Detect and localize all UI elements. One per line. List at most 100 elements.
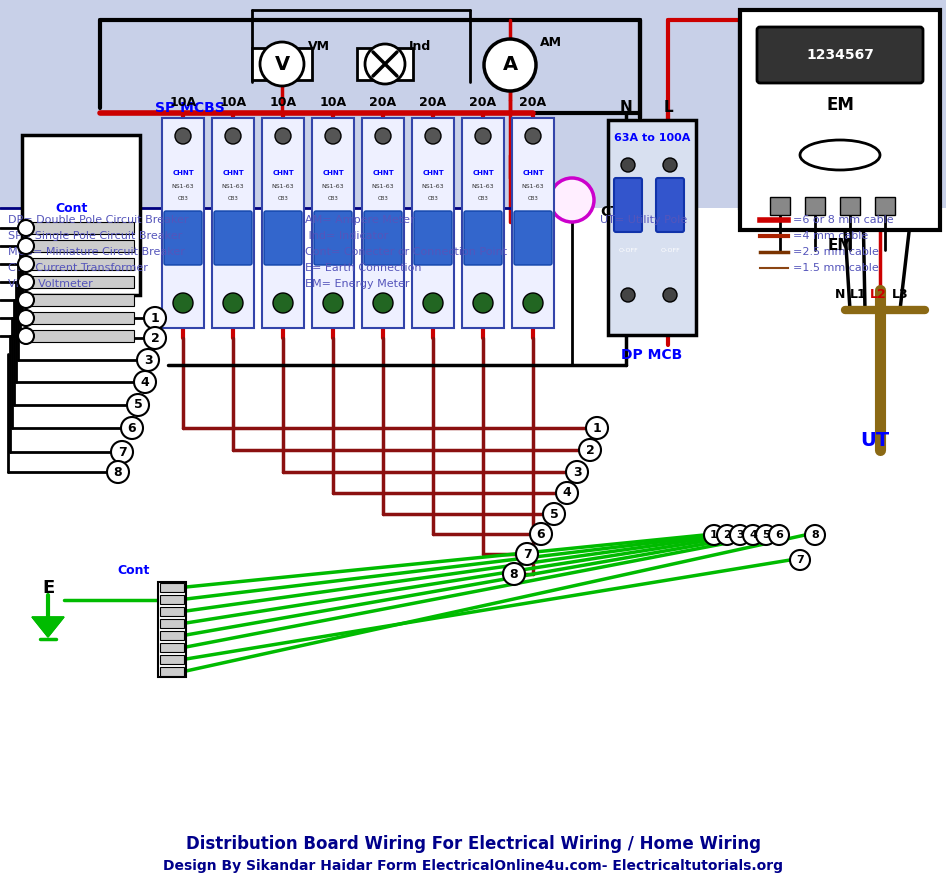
Text: 8: 8 [510, 568, 518, 580]
Text: V: V [274, 55, 289, 73]
Text: 5: 5 [550, 508, 558, 520]
Circle shape [18, 328, 34, 344]
Text: 1: 1 [710, 530, 718, 540]
Bar [212, 118, 254, 328]
Bar [28, 330, 134, 342]
Bar [28, 258, 134, 270]
Text: 20A: 20A [370, 97, 396, 109]
Circle shape [373, 293, 393, 313]
Text: CB3: CB3 [528, 196, 538, 200]
Bar [412, 118, 454, 328]
Circle shape [275, 128, 291, 144]
Polygon shape [32, 617, 64, 637]
Circle shape [566, 461, 588, 483]
Circle shape [18, 238, 34, 254]
Bar [462, 118, 504, 328]
Text: NS1-63: NS1-63 [322, 183, 344, 189]
Bar [160, 667, 184, 676]
Circle shape [663, 288, 677, 302]
Text: N: N [834, 289, 845, 301]
Bar [262, 118, 304, 328]
Circle shape [323, 293, 343, 313]
Text: CB3: CB3 [277, 196, 289, 200]
Text: 4: 4 [141, 375, 149, 389]
Circle shape [18, 274, 34, 290]
Bar [740, 10, 940, 230]
Circle shape [530, 523, 552, 545]
Bar [160, 643, 184, 652]
Circle shape [704, 525, 724, 545]
Circle shape [621, 288, 635, 302]
Text: CHNT: CHNT [522, 170, 544, 176]
Text: L3: L3 [892, 289, 908, 301]
Text: CT= Current Transformer: CT= Current Transformer [8, 263, 148, 273]
Bar [840, 197, 860, 215]
Circle shape [579, 439, 601, 461]
Text: 4: 4 [749, 530, 757, 540]
Text: CHNT: CHNT [222, 170, 244, 176]
Circle shape [107, 461, 129, 483]
Circle shape [365, 44, 405, 84]
FancyBboxPatch shape [614, 178, 642, 232]
Circle shape [144, 327, 166, 349]
Text: NS1-63: NS1-63 [521, 183, 544, 189]
Circle shape [503, 563, 525, 585]
Text: 6: 6 [536, 527, 545, 541]
Circle shape [260, 42, 304, 86]
Bar [608, 120, 696, 335]
Bar [160, 631, 184, 640]
Circle shape [18, 220, 34, 236]
Circle shape [525, 128, 541, 144]
Text: 2: 2 [586, 443, 594, 457]
Text: 7: 7 [522, 547, 532, 561]
Text: MCB= Miniature Circuit Breaker: MCB= Miniature Circuit Breaker [8, 247, 184, 257]
Text: SP MCBS: SP MCBS [155, 101, 225, 115]
Text: AM= Ampere Meter: AM= Ampere Meter [305, 215, 414, 225]
Text: 10A: 10A [270, 97, 296, 109]
Bar [22, 135, 140, 295]
Text: NS1-63: NS1-63 [221, 183, 244, 189]
Circle shape [805, 525, 825, 545]
Polygon shape [32, 617, 64, 637]
FancyBboxPatch shape [757, 27, 923, 83]
Text: 2: 2 [150, 332, 159, 344]
Text: Ind: Ind [409, 39, 431, 53]
Text: 10A: 10A [320, 97, 346, 109]
Text: =4 mm cable: =4 mm cable [793, 231, 868, 241]
Text: CB3: CB3 [228, 196, 238, 200]
Circle shape [663, 158, 677, 172]
Text: 1234567: 1234567 [806, 48, 874, 62]
Text: =2.5 mm cable: =2.5 mm cable [793, 247, 879, 257]
Circle shape [18, 256, 34, 272]
Bar [28, 312, 134, 324]
Text: DP= Double Pole Circuit Breaker: DP= Double Pole Circuit Breaker [8, 215, 188, 225]
Text: O-OFF: O-OFF [660, 248, 680, 252]
Circle shape [111, 441, 133, 463]
Text: EM= Energy Meter: EM= Energy Meter [305, 279, 410, 289]
Text: =6 or 8 mm cable: =6 or 8 mm cable [793, 215, 894, 225]
Text: L: L [663, 100, 673, 115]
Bar [312, 118, 354, 328]
Circle shape [516, 543, 538, 565]
Text: AM: AM [540, 37, 562, 49]
Text: 10A: 10A [219, 97, 247, 109]
Text: UT= Utility Pole: UT= Utility Pole [600, 215, 687, 225]
Text: 20A: 20A [419, 97, 447, 109]
FancyBboxPatch shape [314, 211, 352, 265]
Text: CT: CT [600, 205, 620, 219]
Text: SP= Single Pole Circuit Breaker: SP= Single Pole Circuit Breaker [8, 231, 183, 241]
Circle shape [586, 417, 608, 439]
Bar [162, 118, 204, 328]
Bar [357, 48, 413, 80]
Bar [160, 595, 184, 604]
Circle shape [523, 293, 543, 313]
Text: CHNT: CHNT [272, 170, 294, 176]
Bar [158, 582, 186, 677]
Text: UT: UT [861, 431, 889, 450]
Circle shape [621, 158, 635, 172]
Text: 5: 5 [762, 530, 770, 540]
Circle shape [756, 525, 776, 545]
Text: 8: 8 [114, 466, 122, 478]
FancyBboxPatch shape [214, 211, 252, 265]
Circle shape [717, 525, 737, 545]
